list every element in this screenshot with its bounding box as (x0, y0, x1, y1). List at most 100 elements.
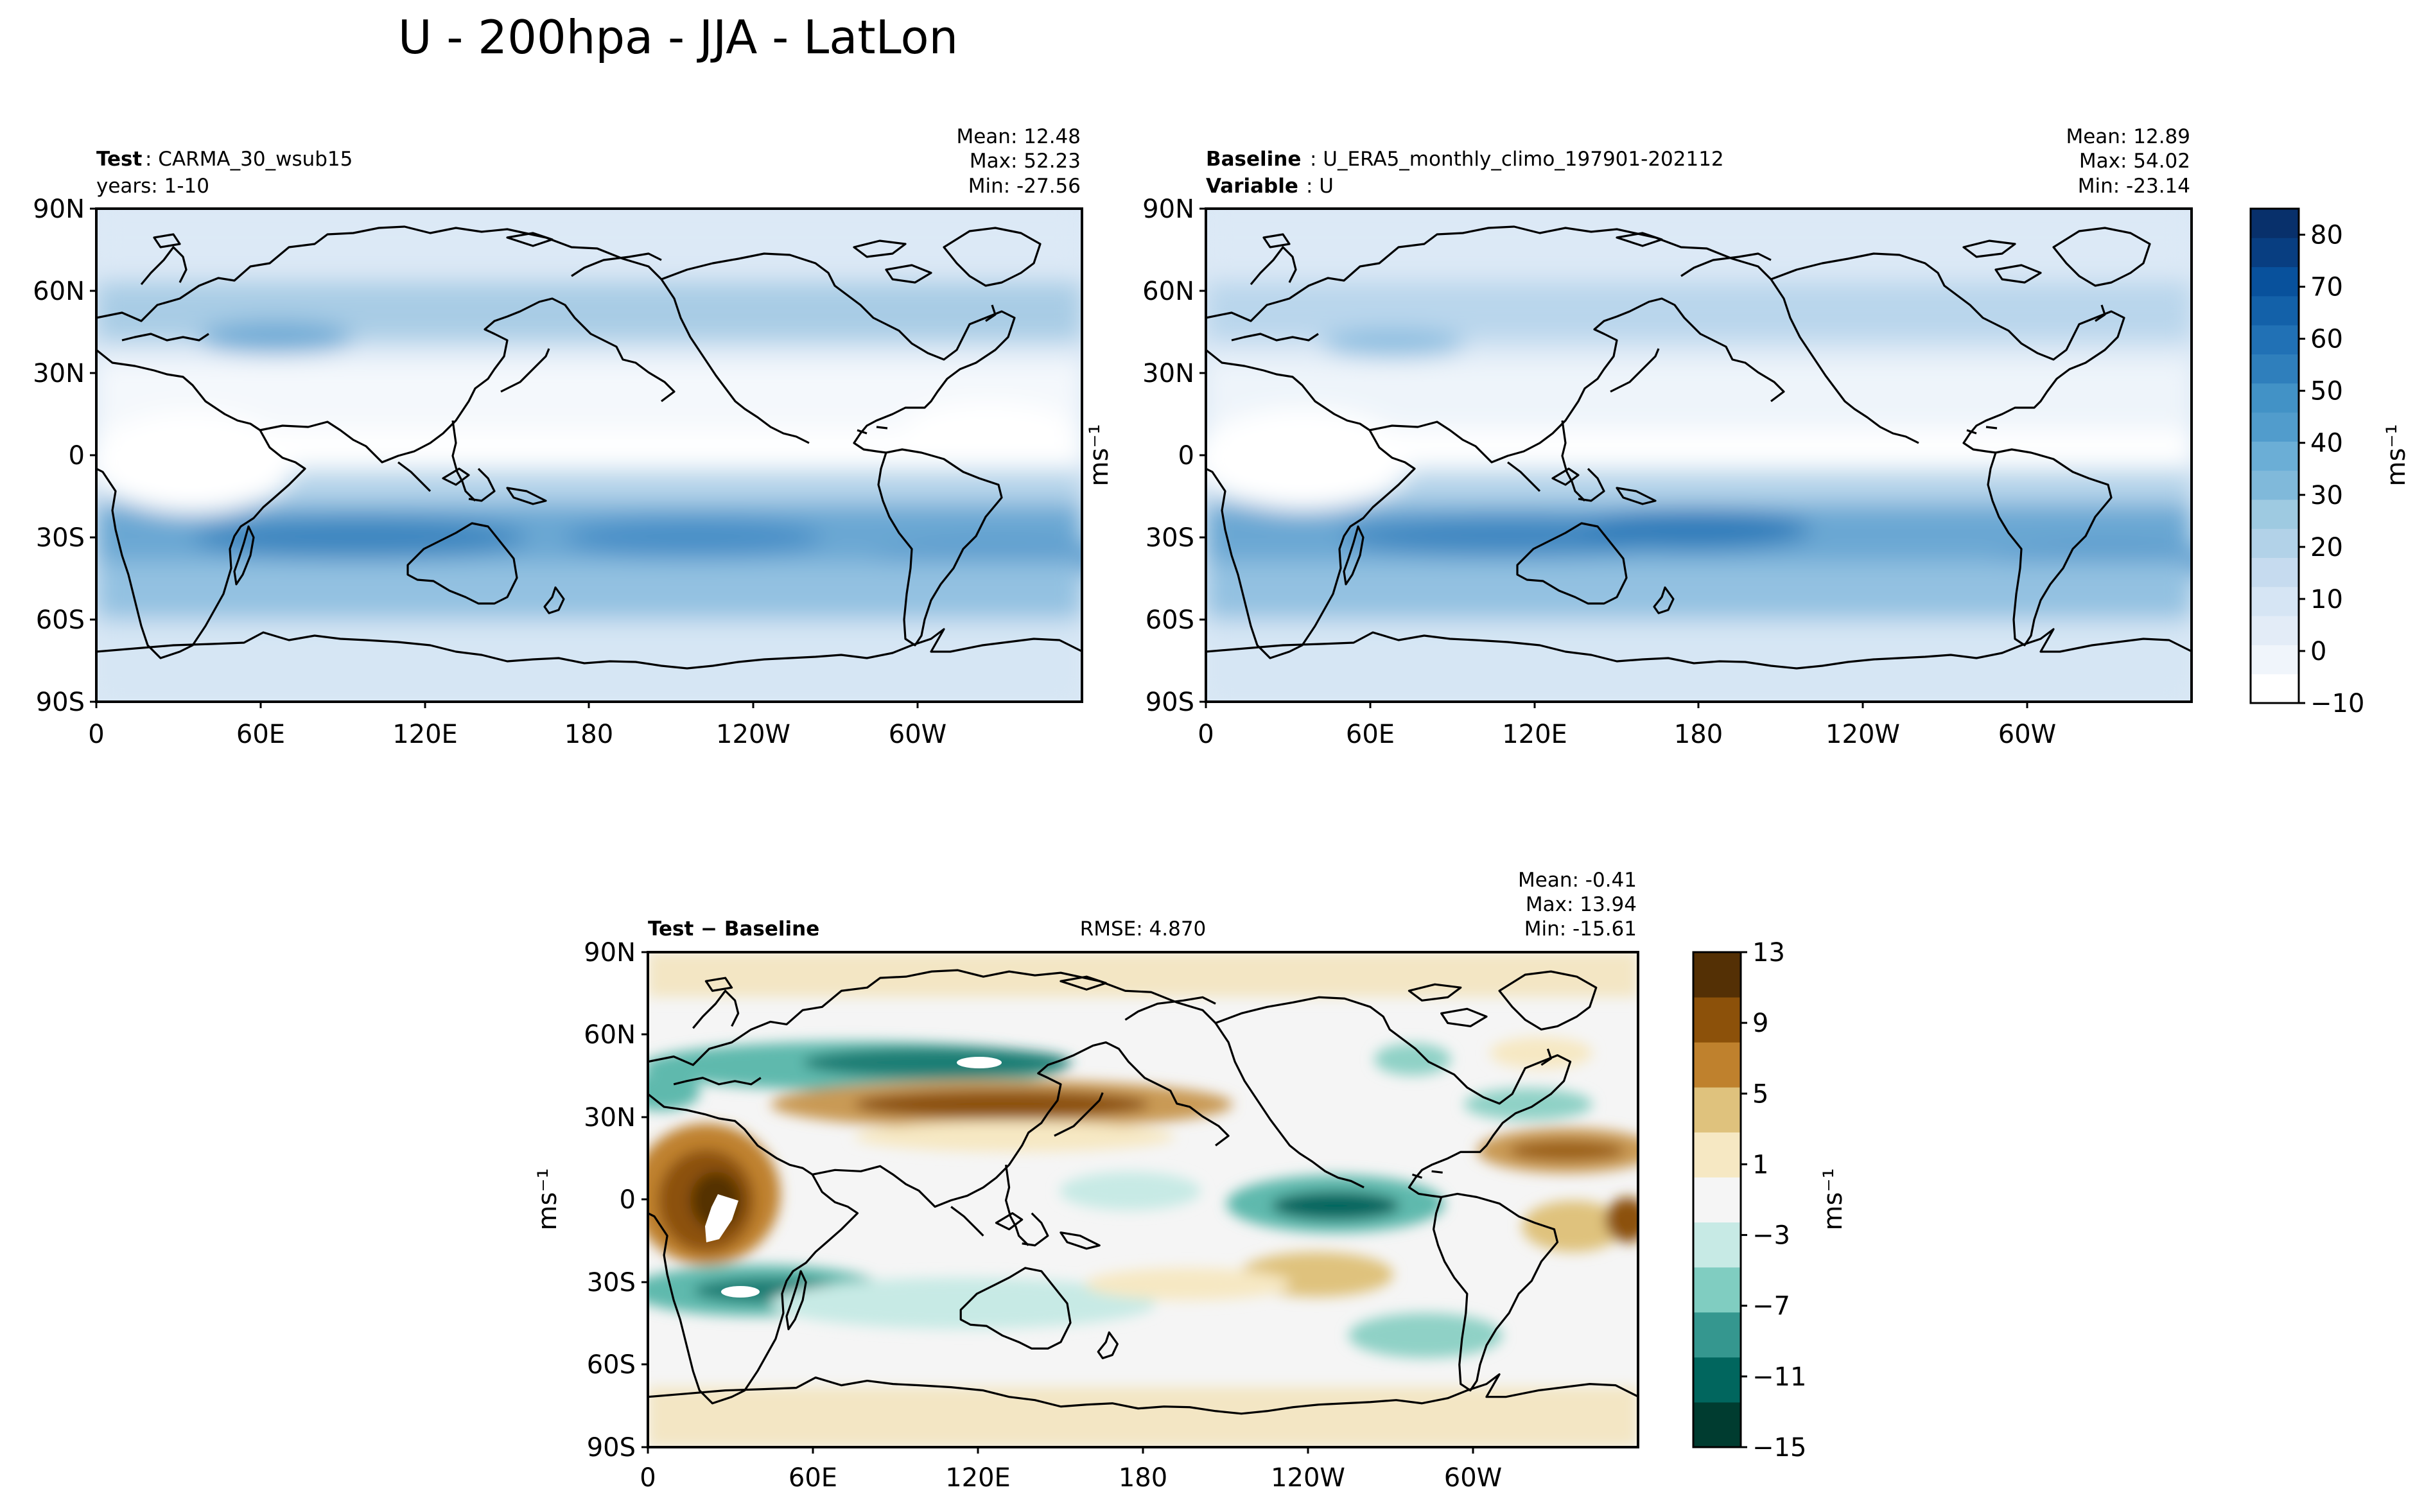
lat-label: 30N (584, 1103, 636, 1133)
colorbar-swatch (1693, 1087, 1741, 1133)
colorbar-tick-label: 40 (2310, 429, 2343, 458)
lon-label: 120E (945, 1463, 1011, 1493)
lon-label: 60W (889, 720, 946, 749)
lat-label: 90N (33, 195, 85, 224)
colorbar-swatch (1693, 997, 1741, 1043)
colorbar-swatch (2251, 325, 2299, 354)
test-field (96, 209, 1082, 702)
colorbar-tick-label: −15 (1752, 1433, 1806, 1463)
lat-label: 0 (69, 441, 85, 471)
colorbar-swatch (2251, 470, 2299, 500)
colorbar-tick-label: 20 (2310, 533, 2343, 562)
colorbar-swatch (2251, 354, 2299, 384)
test-years: years: 1-10 (96, 175, 209, 198)
baseline-min: Min: -23.14 (2078, 175, 2190, 198)
colorbar-frame (1692, 951, 1742, 1448)
lat-label: 30S (36, 523, 85, 553)
colorbar-swatch (1693, 1312, 1741, 1358)
lat-label: 60N (1142, 277, 1194, 306)
colorbar-swatch (1693, 952, 1741, 998)
lon-label: 180 (564, 720, 613, 749)
lon-label: 60E (789, 1463, 837, 1493)
colorbar-tick-label: 1 (1752, 1150, 1768, 1179)
baseline-label-text: : U_ERA5_monthly_climo_197901-202112 (1310, 148, 1724, 171)
colorbar-swatch (1693, 1402, 1741, 1448)
colorbar-swatch (1693, 1357, 1741, 1403)
lon-label: 60W (1444, 1463, 1502, 1493)
colorbar-swatch (2251, 499, 2299, 529)
lon-label: 0 (1198, 720, 1214, 749)
lon-label: 60E (236, 720, 285, 749)
lat-label: 60N (584, 1020, 636, 1050)
test-label-text: : CARMA_30_wsub15 (145, 148, 353, 171)
colorbar-swatch (2251, 266, 2299, 297)
test-lat-ticks (90, 207, 919, 708)
colorbar-tick-label: 60 (2310, 325, 2343, 354)
lat-label: 90S (36, 688, 85, 717)
colorbar-tick-label: −10 (2310, 689, 2364, 718)
lat-label: 60S (587, 1350, 636, 1380)
diff-rmse: RMSE: 4.870 (1080, 917, 1207, 941)
lat-label: 60S (36, 605, 85, 635)
figure-title: U - 200hpa - JJA - LatLon (398, 10, 958, 64)
colorbar-swatch (1693, 1042, 1741, 1088)
lon-label: 120W (1271, 1463, 1345, 1493)
diff-max: Max: 13.94 (1526, 893, 1637, 916)
lat-label: 30N (33, 359, 85, 388)
test-min: Min: -27.56 (968, 175, 1081, 198)
colorbar-tick-label: −11 (1752, 1362, 1806, 1392)
colorbar-tick-label: 5 (1752, 1079, 1768, 1109)
baseline-label-bold: Baseline (1206, 148, 1301, 171)
colorbar-tick-label: 80 (2310, 221, 2343, 250)
colorbar-swatch (2251, 412, 2299, 442)
colorbar-swatch (2251, 209, 2299, 238)
colorbar-swatch (2251, 586, 2299, 616)
lon-label: 120E (1502, 720, 1567, 749)
lat-label: 0 (1178, 441, 1194, 471)
lat-label: 90N (584, 938, 636, 968)
diff-panel: Test − Baseline RMSE: 4.870 Mean: -0.41 … (584, 869, 1639, 1493)
baseline-mean: Mean: 12.89 (2066, 125, 2190, 148)
colorbar-tick-label: −3 (1752, 1221, 1790, 1251)
colorbar-swatch (2251, 673, 2299, 704)
lon-label: 120W (716, 720, 790, 749)
diff-colorbar-label: ms⁻¹ (1818, 1169, 1848, 1231)
lat-label: 30S (587, 1268, 636, 1298)
baseline-field (1206, 209, 2192, 702)
colorbar-swatch (2251, 441, 2299, 471)
diff-mean: Mean: -0.41 (1518, 869, 1637, 892)
baseline-panel: Baseline : U_ERA5_monthly_climo_197901-2… (1142, 125, 2193, 749)
colorbar-tick-label: 0 (2310, 637, 2326, 666)
colorbar-tick-label: 30 (2310, 481, 2343, 510)
colorbar-swatch (2251, 383, 2299, 413)
lon-label: 120W (1826, 720, 1900, 749)
lon-label: 60E (1346, 720, 1395, 749)
colorbar-swatch (1693, 1222, 1741, 1268)
test-max: Max: 52.23 (970, 150, 1081, 173)
diff-colorbar: 13 9 5 1 −3 −7 −11 −15 (1692, 938, 1806, 1463)
colorbar-frame (2249, 207, 2300, 704)
lat-label: 60S (1146, 605, 1194, 635)
lat-label: 90N (1142, 195, 1194, 224)
lon-label: 180 (1119, 1463, 1167, 1493)
top-colorbar-label: ms⁻¹ (2382, 424, 2411, 487)
colorbar-swatch (2251, 616, 2299, 645)
colorbar-swatch (1693, 1267, 1741, 1313)
lat-label: 30S (1146, 523, 1194, 553)
lat-label: 90S (1146, 688, 1194, 717)
colorbar-tick-label: 9 (1752, 1009, 1768, 1038)
top-colorbar: −10 0 10 20 30 40 50 60 70 80 (2249, 207, 2364, 718)
colorbar-tick-label: 50 (2310, 377, 2343, 406)
diff-ticks (641, 951, 1474, 1454)
lat-label: 90S (587, 1433, 636, 1463)
diff-left-units-label: ms⁻¹ (533, 1169, 562, 1231)
lon-label: 0 (88, 720, 104, 749)
baseline-ticks (1199, 207, 2028, 708)
lat-label: 60N (33, 277, 85, 306)
baseline-max: Max: 54.02 (2079, 150, 2190, 173)
lat-label: 30N (1142, 359, 1194, 388)
test-panel: Test : CARMA_30_wsub15 years: 1-10 Mean:… (33, 125, 1083, 749)
colorbar-tick-label: 13 (1752, 938, 1785, 968)
units-label: ms⁻¹ (1085, 424, 1114, 487)
